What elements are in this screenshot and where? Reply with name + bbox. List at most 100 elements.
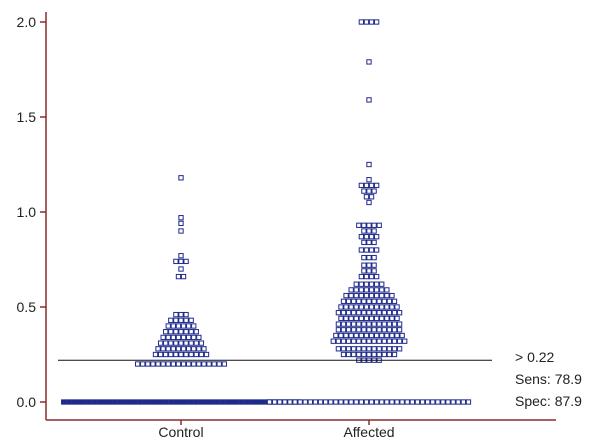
data-point [160,346,166,352]
data-point [366,228,372,234]
data-point [338,304,344,310]
data-point [379,315,385,322]
data-point [340,346,347,352]
data-point [376,346,382,352]
data-point [435,399,441,405]
category-label-control: Control [158,424,203,439]
data-point [348,287,354,293]
data-point [361,188,367,194]
data-point [101,399,108,405]
data-point [363,281,370,287]
data-point [168,317,174,323]
data-point [363,273,370,280]
data-point [371,228,377,234]
data-point [366,97,372,103]
data-point [368,332,375,339]
data-point [343,399,349,405]
data-point [178,329,184,335]
data-point [203,399,210,405]
data-point [351,338,357,344]
data-point [152,399,159,405]
data-point [345,351,352,358]
data-point [312,399,319,405]
data-point [66,399,72,405]
data-point [307,399,314,405]
data-point [180,361,187,367]
data-point [335,321,342,327]
data-point [363,247,370,253]
data-point [338,315,344,322]
data-point [368,292,375,299]
data-point [163,399,169,405]
data-point [386,346,393,352]
data-point [61,399,67,405]
data-point [338,332,344,339]
data-point [368,281,375,287]
data-point [356,327,362,333]
data-point [193,329,199,335]
data-point [178,228,184,234]
data-point [371,188,377,194]
data-point [351,351,357,358]
data-point [391,298,398,304]
data-point [363,304,370,310]
data-point [391,351,398,358]
data-point [302,399,308,405]
data-point [386,351,393,358]
data-point [389,315,395,322]
data-point [414,399,421,405]
data-point [186,323,192,329]
y-tick-label: 0.0 [17,394,37,410]
data-point [379,292,385,299]
data-point [201,346,207,352]
data-point [157,351,164,358]
data-point [173,311,179,318]
data-point [440,399,446,405]
data-point [384,287,390,293]
data-point [356,310,362,316]
x-axis [46,419,556,425]
data-point [173,329,179,335]
data-point [450,399,456,405]
data-point [193,340,199,346]
data-point [340,321,347,327]
data-point [358,292,365,299]
data-point [165,361,171,367]
data-point [191,361,197,367]
data-point [338,399,344,405]
data-point [175,361,182,367]
data-point [165,334,171,341]
specificity-annotation: Spec: 87.9 [515,393,582,409]
data-point [71,399,77,405]
data-point [178,399,184,405]
data-point [188,351,194,358]
data-point [430,399,436,405]
data-point [340,298,347,304]
data-point [351,321,357,327]
data-point [183,399,189,405]
data-point [391,310,398,316]
data-point [348,292,354,299]
data-point [371,338,377,344]
data-point [399,399,405,405]
data-point [391,327,398,333]
data-point [368,234,375,240]
data-point [201,361,207,367]
data-point [234,399,240,405]
data-point [371,298,377,304]
data-point [374,287,380,293]
data-point [376,222,382,228]
data-point [345,327,352,333]
data-point [376,321,382,327]
data-point [419,399,426,405]
data-point [361,321,367,327]
data-point [348,332,354,339]
data-point [366,346,372,352]
data-point [363,315,370,322]
data-point [356,346,362,352]
data-point [173,258,179,265]
data-point [358,281,365,287]
data-point [145,361,151,367]
data-point [173,340,179,346]
data-point [353,281,359,287]
